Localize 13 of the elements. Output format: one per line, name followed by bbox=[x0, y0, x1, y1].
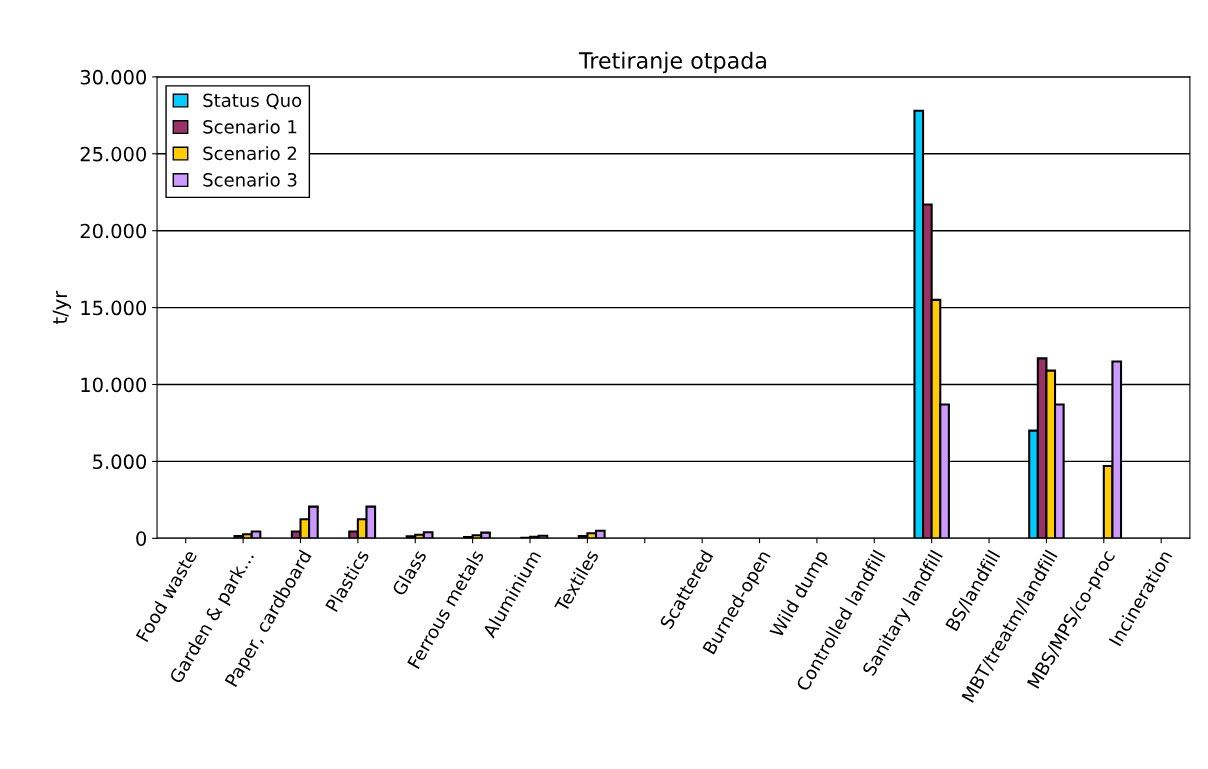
y-axis-title: t/yr bbox=[52, 290, 71, 324]
y-tick-label: 15.000 bbox=[81, 300, 147, 316]
y-tick-label: 20.000 bbox=[80, 223, 147, 239]
y-tick-label: 0 bbox=[136, 531, 147, 546]
y-tick-label: 5.000 bbox=[93, 454, 147, 470]
legend-label: Scenario 2 bbox=[203, 146, 297, 161]
y-tick-label: 10.000 bbox=[81, 377, 147, 393]
y-tick-label: 30.000 bbox=[80, 69, 147, 85]
legend-label: Scenario 1 bbox=[203, 119, 297, 134]
chart-title: Tretiranje otpada bbox=[578, 51, 766, 74]
y-tick-label: 25.000 bbox=[80, 146, 147, 162]
legend-label: Status Quo bbox=[203, 93, 302, 110]
legend-label: Scenario 3 bbox=[203, 172, 297, 187]
